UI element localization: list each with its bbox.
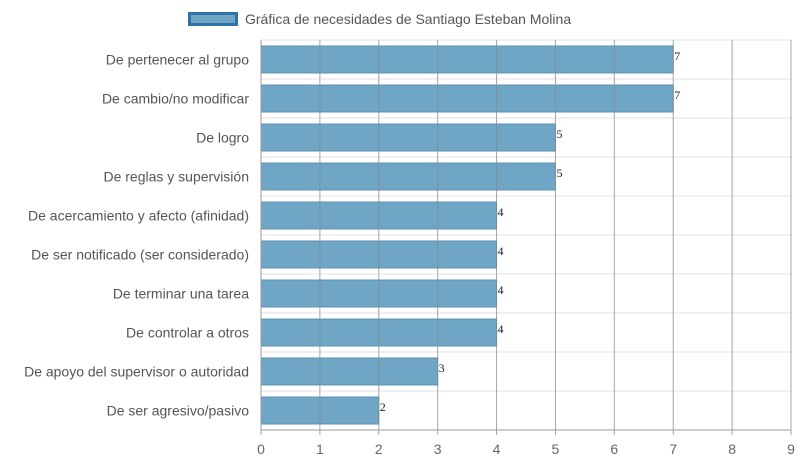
x-tick-label: 5 (552, 441, 560, 457)
category-label: De ser notificado (ser considerado) (31, 247, 249, 263)
category-label: De terminar una tarea (113, 286, 249, 302)
data-label: 7 (674, 49, 680, 63)
data-label: 4 (498, 244, 504, 258)
data-label: 5 (556, 127, 562, 141)
x-tick-label: 3 (434, 441, 442, 457)
x-tick-label: 8 (728, 441, 736, 457)
bar (260, 84, 674, 113)
data-label: 7 (674, 88, 680, 102)
x-tick-label: 2 (375, 441, 383, 457)
x-tick-label: 7 (669, 441, 677, 457)
category-label: De apoyo del supervisor o autoridad (24, 364, 249, 380)
legend[interactable]: Gráfica de necesidades de Santiago Esteb… (188, 8, 571, 30)
category-label: De cambio/no modificar (102, 91, 249, 107)
x-tick-label: 6 (610, 441, 618, 457)
x-tick-label: 0 (257, 441, 265, 457)
data-label: 4 (498, 283, 504, 297)
legend-swatch (188, 12, 238, 26)
category-label: De reglas y supervisión (103, 169, 249, 185)
category-label: De controlar a otros (126, 325, 249, 341)
data-label: 2 (380, 400, 386, 414)
category-label: De logro (196, 130, 249, 146)
data-label: 4 (498, 322, 504, 336)
x-tick-label: 1 (316, 441, 324, 457)
data-label: 3 (439, 361, 445, 375)
bar (260, 123, 556, 152)
category-label: De pertenecer al grupo (106, 52, 249, 68)
bar (260, 162, 556, 191)
bar (260, 45, 674, 74)
category-label: De ser agresivo/pasivo (107, 403, 250, 419)
legend-label: Gráfica de necesidades de Santiago Esteb… (245, 11, 572, 27)
data-label: 4 (498, 205, 504, 219)
data-label: 5 (556, 166, 562, 180)
bar (260, 357, 439, 386)
category-label: De acercamiento y afecto (afinidad) (28, 208, 249, 224)
x-tick-label: 9 (787, 441, 795, 457)
x-tick-label: 4 (493, 441, 501, 457)
